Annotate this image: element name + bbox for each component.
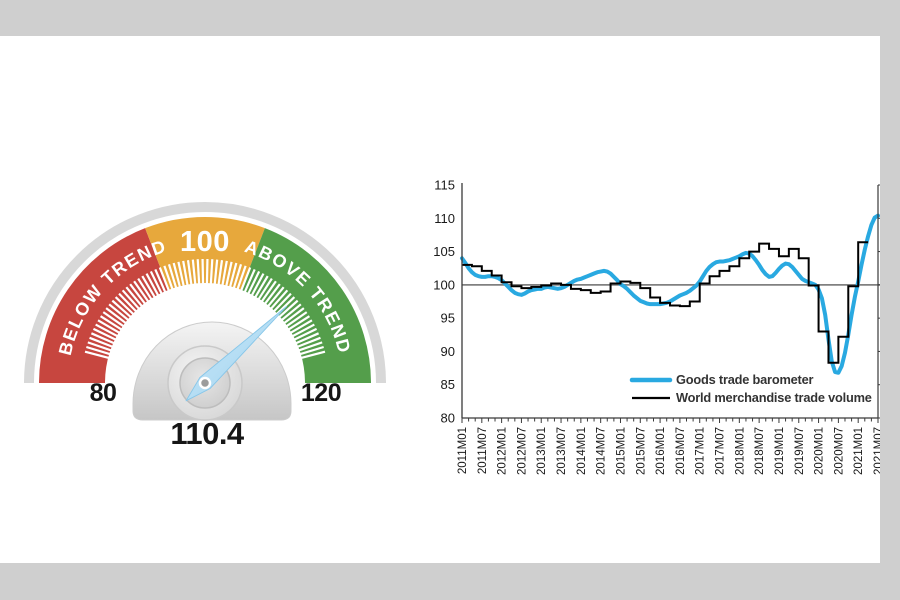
y-tick-label-105: 105 [433,244,455,259]
gauge-min-label: 80 [90,379,117,407]
chart-series [460,213,880,375]
x-tick-label-2016M07: 2016M07 [675,427,687,475]
x-tick-label-2011M07: 2011M07 [477,427,489,474]
gauge-needle [185,305,288,402]
gauge-zone-1 [145,217,265,291]
x-tick-label-2015M01: 2015M01 [615,427,627,475]
x-tick-label-2021M01: 2021M01 [853,427,865,475]
x-tick-label-2021M07: 2021M07 [873,427,880,475]
gauge-color-band [39,217,371,385]
figure-canvas: BELOW TREND ABOVE TREND 100 80 120 110.4… [0,36,880,563]
gauge-outer-ring [24,202,386,384]
y-tick-label-115: 115 [434,178,455,193]
x-tick-label-2014M07: 2014M07 [596,427,608,475]
y-tick-label-85: 85 [441,377,455,392]
x-tick-label-2017M01: 2017M01 [695,427,707,475]
x-tick-label-2020M07: 2020M07 [833,427,845,475]
gauge-hub-dot [198,376,212,390]
x-tick-label-2020M01: 2020M01 [814,427,826,475]
x-tick-label-2019M01: 2019M01 [774,427,786,475]
y-tick-label-90: 90 [441,344,455,359]
x-tick-label-2012M07: 2012M07 [516,427,528,475]
x-tick-label-2017M07: 2017M07 [715,427,727,475]
gauge-zone-0 [39,228,170,385]
y-tick-label-110: 110 [434,211,455,226]
x-tick-label-2018M07: 2018M07 [754,427,766,475]
x-tick-label-2019M07: 2019M07 [794,427,806,475]
series-line-0 [460,213,880,375]
x-tick-label-2016M01: 2016M01 [655,427,667,475]
gauge-value-readout: 110.4 [170,416,245,451]
trade-volume-line-chart: 80 85 90 95 100 105 110 115 2011M01 2011M07 2012M… [433,178,880,475]
gauge-tick-marks [84,259,326,360]
x-tick-label-2012M01: 2012M01 [497,427,509,475]
y-tick-label-95: 95 [441,311,455,326]
series-step-1 [462,241,869,364]
gauge-zone-2 [240,228,371,385]
y-tick-label-80: 80 [441,411,455,426]
x-tick-label-2013M07: 2013M07 [556,427,568,475]
x-tick-label-2014M01: 2014M01 [576,427,588,475]
y-axis-labels: 80 85 90 95 100 105 110 115 [433,178,880,426]
legend-label-goods-barometer: Goods trade barometer [676,372,814,387]
x-tick-label-2015M07: 2015M07 [635,427,647,475]
chart-legend: Goods trade barometer World merchandise … [629,372,872,405]
x-axis-labels: 2011M01 2011M07 2012M01 2012M07 2013M01 2013M… [457,418,880,475]
y-tick-label-100: 100 [433,277,455,292]
legend-label-world-trade-volume: World merchandise trade volume [676,390,872,405]
x-tick-label-2011M01: 2011M01 [457,427,469,474]
chart-axes [461,183,879,419]
gauge-100-label: 100 [180,226,230,258]
x-tick-label-2018M01: 2018M01 [734,427,746,475]
gauge-max-label: 120 [301,379,341,407]
x-tick-label-2013M01: 2013M01 [536,427,548,475]
goods-trade-barometer-gauge: BELOW TREND ABOVE TREND 100 80 120 110.4 [24,202,386,451]
